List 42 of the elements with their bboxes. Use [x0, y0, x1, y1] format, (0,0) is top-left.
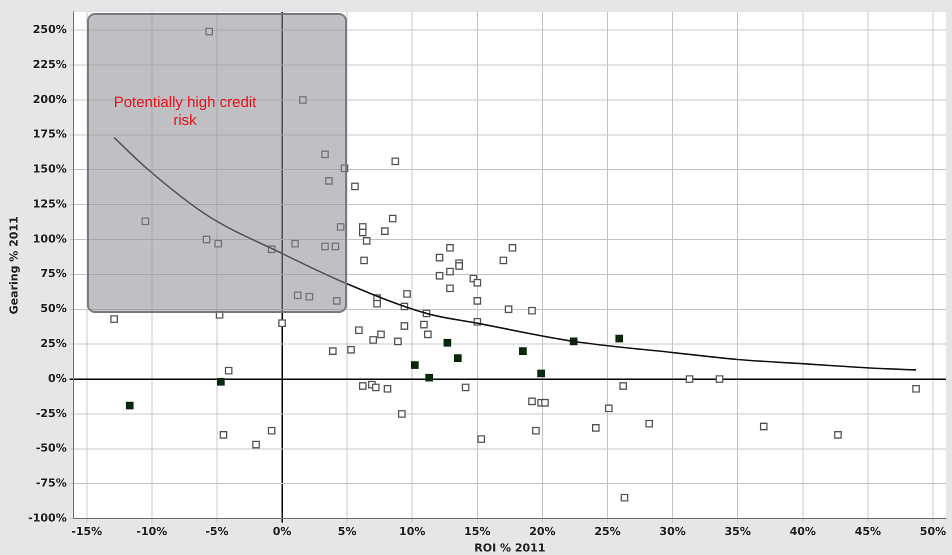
point — [615, 334, 624, 342]
y-tick-label: 175% — [32, 128, 67, 141]
x-tick-label: 0% — [272, 525, 292, 538]
point — [411, 361, 419, 369]
x-tick-label: 10% — [399, 525, 426, 538]
line-series — [113, 136, 917, 371]
y-tick-label: 125% — [32, 197, 67, 210]
x-tick-label: 20% — [529, 525, 556, 538]
y-tick-label: -25% — [36, 406, 67, 420]
y-tick-label: 200% — [32, 92, 67, 106]
x-tick-label: 35% — [724, 525, 751, 538]
point — [537, 370, 545, 378]
x-tick-label: -15% — [71, 525, 102, 538]
y-tick-label: 50% — [40, 302, 67, 316]
x-tick-label: 15% — [464, 525, 490, 538]
point — [444, 338, 452, 347]
x-axis-title: ROI % 2011 — [474, 541, 546, 554]
x-tick-label: 5% — [338, 525, 356, 538]
point — [454, 354, 462, 362]
x-tick-label: 45% — [854, 525, 882, 538]
x-tick-label: 50% — [920, 525, 946, 538]
point — [519, 347, 527, 355]
y-axis-title: Gearing % 2011 — [7, 216, 20, 314]
x-tick-label: 30% — [659, 525, 686, 538]
y-tick-label: 0% — [48, 372, 67, 385]
y-tick-label: -75% — [36, 476, 67, 490]
y-tick-label: 25% — [40, 337, 67, 350]
y-tick-label: 75% — [40, 267, 67, 280]
x-tick-label: -10% — [136, 525, 168, 538]
y-tick-label: 150% — [32, 162, 67, 176]
y-tick-label: -50% — [36, 442, 67, 455]
y-tick-label: 225% — [32, 58, 67, 71]
point — [126, 402, 134, 410]
y-tick-label: 100% — [32, 232, 67, 246]
annotation: Potentially high credit risk — [112, 94, 258, 130]
point — [425, 374, 433, 382]
x-tick-label: 40% — [790, 525, 816, 538]
y-tick-label: -100% — [28, 511, 67, 524]
point — [217, 378, 225, 386]
x-tick-label: -5% — [205, 525, 229, 538]
y-tick-label: 250% — [32, 23, 67, 36]
x-tick-label: 25% — [594, 525, 621, 538]
